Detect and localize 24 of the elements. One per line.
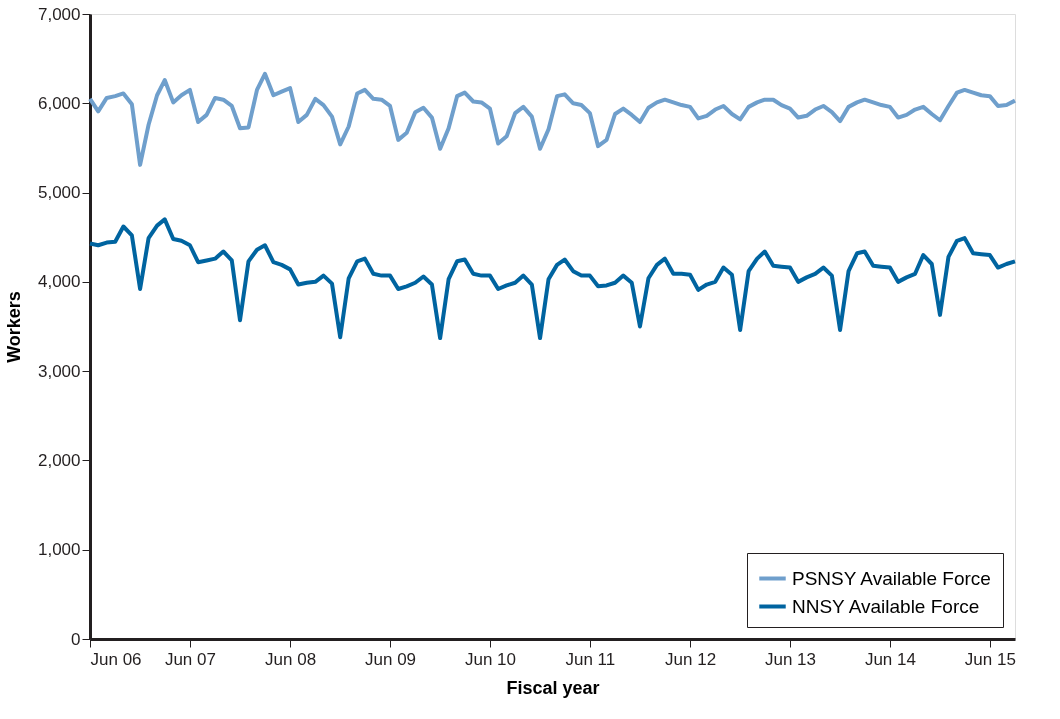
x-tick-label: Jun 11 [565,649,616,669]
y-tick-label: 4,000 [37,272,81,292]
x-tick-label: Jun 13 [764,649,816,669]
x-tick-label: Jun 15 [964,649,1016,669]
y-tick-label: 0 [71,629,81,649]
y-tick-label: 6,000 [37,93,81,113]
y-tick-label: 7,000 [37,4,81,24]
legend-label: NNSY Available Force [792,595,980,617]
y-tick-label: 5,000 [37,183,81,203]
line-series [88,217,1017,341]
legend-label: PSNSY Available Force [792,567,991,589]
x-tick-label: Jun 10 [464,649,516,669]
x-tick-label: Jun 07 [164,649,216,669]
x-tick-label: Jun 06 [90,649,142,669]
y-tick-label: 3,000 [37,361,81,381]
x-tick-label: Jun 14 [864,649,916,669]
y-axis-title: Workers [3,291,24,363]
line-series [88,71,1017,167]
y-tick-label: 1,000 [37,540,81,560]
x-tick-label: Jun 08 [265,649,317,669]
x-tick-label: Jun 12 [665,649,717,669]
y-tick-label: 2,000 [37,450,81,470]
x-axis-title: Fiscal year [506,677,600,698]
x-tick-label: Jun 09 [365,649,417,669]
